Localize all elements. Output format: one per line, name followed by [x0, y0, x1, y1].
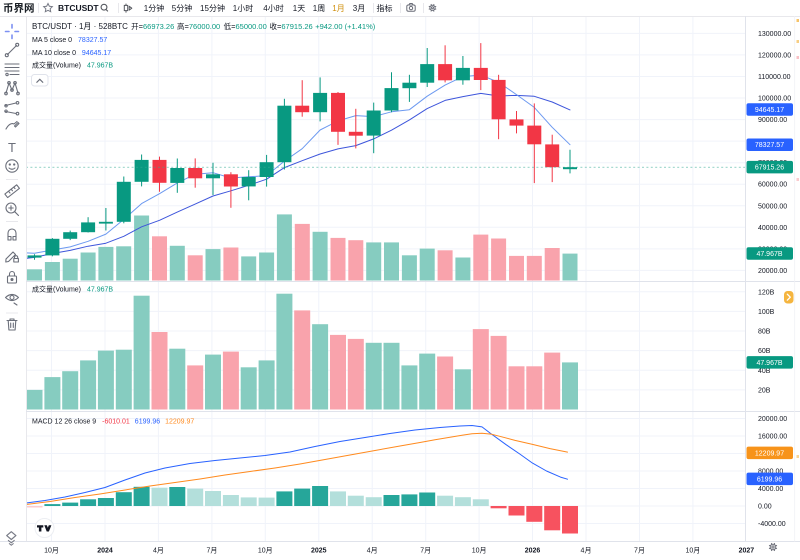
- svg-text:1小时: 1小时: [233, 3, 253, 13]
- svg-text:4000.00: 4000.00: [758, 486, 783, 493]
- svg-text:-4000.00: -4000.00: [758, 521, 786, 528]
- svg-text:100B: 100B: [758, 309, 775, 316]
- svg-text:4月: 4月: [153, 546, 164, 554]
- svg-text:15分钟: 15分钟: [200, 3, 225, 13]
- svg-text:2025: 2025: [311, 547, 327, 554]
- svg-text:6199.96: 6199.96: [757, 476, 782, 483]
- svg-text:16000.00: 16000.00: [758, 434, 787, 441]
- svg-text:10月: 10月: [686, 546, 701, 554]
- svg-text:指标: 指标: [377, 3, 393, 13]
- svg-text:低=65000.00: 低=65000.00: [224, 21, 267, 31]
- svg-text:94645.17: 94645.17: [755, 107, 784, 114]
- svg-text:90000.00: 90000.00: [758, 117, 787, 124]
- svg-text:成交量(Volume) 47.967B: 成交量(Volume) 47.967B: [32, 61, 113, 70]
- svg-text:7月: 7月: [206, 546, 217, 554]
- svg-text:0.00: 0.00: [758, 504, 772, 511]
- svg-text:1月: 1月: [332, 4, 344, 13]
- svg-text:收=67915.26: 收=67915.26: [270, 21, 313, 31]
- svg-text:50000.00: 50000.00: [758, 203, 787, 210]
- svg-text:12209.97: 12209.97: [755, 450, 784, 457]
- svg-text:20000.00: 20000.00: [758, 268, 787, 275]
- svg-text:20000.00: 20000.00: [758, 416, 787, 423]
- svg-text:MA 5 close 0 78327.57: MA 5 close 0 78327.57: [32, 37, 107, 44]
- svg-text:高=76000.00: 高=76000.00: [177, 21, 220, 31]
- svg-text:110000.00: 110000.00: [758, 74, 791, 81]
- svg-text:+942.00 (+1.41%): +942.00 (+1.41%): [315, 22, 376, 31]
- svg-text:100000.00: 100000.00: [758, 96, 791, 103]
- svg-text:10月: 10月: [258, 546, 273, 554]
- svg-text:67915.26: 67915.26: [755, 165, 784, 172]
- svg-text:8000.00: 8000.00: [758, 469, 783, 476]
- svg-text:4月: 4月: [367, 546, 378, 554]
- svg-text:7月: 7月: [420, 546, 431, 554]
- svg-text:120B: 120B: [758, 289, 775, 296]
- svg-text:2027: 2027: [739, 547, 755, 554]
- svg-text:BTC/USDT · 1月 · 528BTC: BTC/USDT · 1月 · 528BTC: [32, 22, 128, 31]
- svg-text:4月: 4月: [581, 546, 592, 554]
- svg-text:80B: 80B: [758, 329, 771, 336]
- svg-text:5分钟: 5分钟: [172, 3, 192, 13]
- svg-text:MA 10 close 0 94645.17: MA 10 close 0 94645.17: [32, 50, 111, 57]
- svg-text:60B: 60B: [758, 348, 771, 355]
- svg-text:130000.00: 130000.00: [758, 31, 791, 38]
- svg-text:7月: 7月: [634, 546, 645, 554]
- svg-text:20B: 20B: [758, 387, 771, 394]
- svg-text:1周: 1周: [313, 4, 325, 13]
- svg-text:2026: 2026: [525, 547, 541, 554]
- svg-text:1分钟: 1分钟: [144, 3, 164, 13]
- svg-text:开=66973.26: 开=66973.26: [131, 22, 174, 31]
- svg-text:40000.00: 40000.00: [758, 225, 787, 232]
- svg-text:成交量(Volume) 47.967B: 成交量(Volume) 47.967B: [32, 285, 113, 294]
- svg-text:47.967B: 47.967B: [756, 251, 782, 258]
- svg-text:47.967B: 47.967B: [756, 360, 782, 367]
- svg-text:40B: 40B: [758, 368, 771, 375]
- svg-text:4小时: 4小时: [263, 3, 283, 13]
- svg-text:BTCUSDT: BTCUSDT: [58, 3, 99, 13]
- svg-text:78327.57: 78327.57: [755, 142, 784, 149]
- svg-text:60000.00: 60000.00: [758, 182, 787, 189]
- svg-text:120000.00: 120000.00: [758, 52, 791, 59]
- svg-text:1天: 1天: [293, 4, 305, 13]
- svg-text:2024: 2024: [97, 547, 113, 554]
- svg-text:币界网: 币界网: [3, 3, 35, 15]
- svg-text:T: T: [8, 140, 16, 155]
- svg-text:3月: 3月: [353, 4, 365, 13]
- svg-text:10月: 10月: [44, 546, 59, 554]
- svg-text:10月: 10月: [472, 546, 487, 554]
